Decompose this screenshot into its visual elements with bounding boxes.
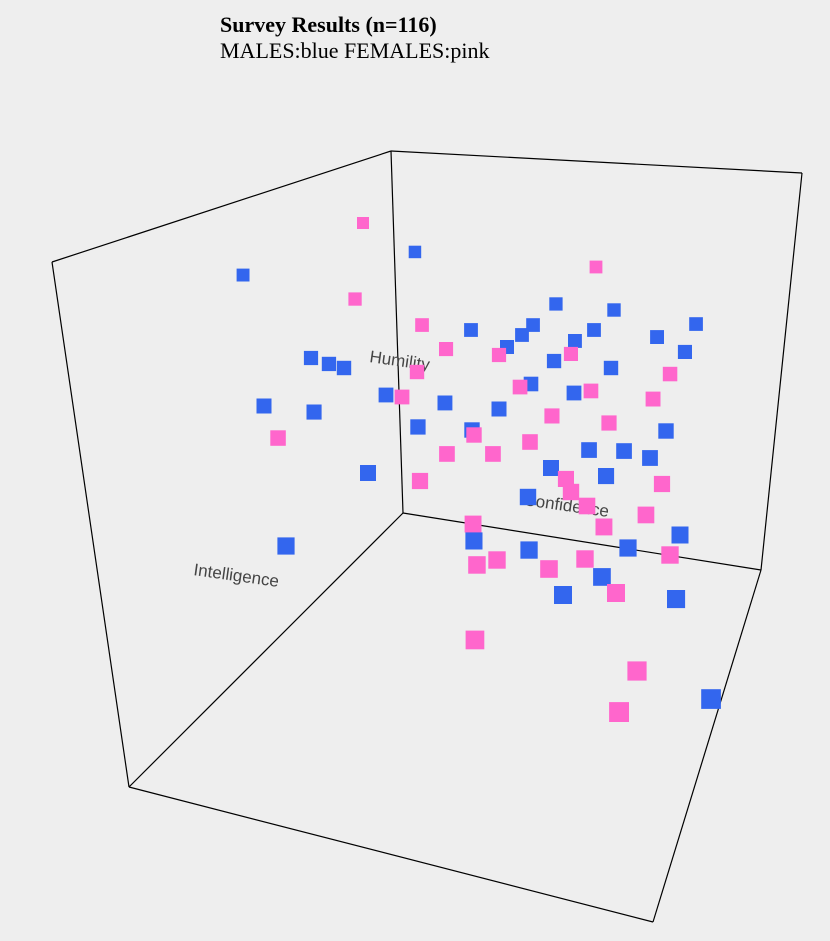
- female-point[interactable]: [601, 415, 617, 431]
- chart-subtitle: MALES:blue FEMALES:pink: [220, 38, 490, 63]
- male-point[interactable]: [526, 318, 540, 332]
- male-point[interactable]: [437, 395, 453, 411]
- female-point[interactable]: [466, 427, 482, 443]
- male-point[interactable]: [321, 356, 337, 372]
- male-point[interactable]: [603, 360, 619, 376]
- male-point[interactable]: [587, 323, 601, 337]
- frame-edge: [390, 150, 404, 514]
- frame-edge: [51, 150, 392, 263]
- male-point[interactable]: [677, 344, 692, 359]
- male-point[interactable]: [701, 689, 721, 709]
- female-point[interactable]: [544, 408, 560, 424]
- male-point[interactable]: [549, 297, 563, 311]
- female-point[interactable]: [557, 470, 574, 487]
- frame-edge: [652, 569, 762, 923]
- male-point[interactable]: [658, 423, 674, 439]
- female-point[interactable]: [645, 391, 661, 407]
- male-point[interactable]: [306, 404, 322, 420]
- male-point[interactable]: [336, 360, 352, 376]
- female-point[interactable]: [411, 472, 429, 490]
- male-point[interactable]: [515, 328, 529, 342]
- female-point[interactable]: [661, 546, 679, 564]
- cube-frame: [51, 150, 803, 923]
- female-point[interactable]: [609, 702, 629, 722]
- female-point[interactable]: [563, 346, 578, 361]
- frame-edge: [128, 512, 404, 788]
- male-point[interactable]: [607, 303, 621, 317]
- frame-edge: [128, 786, 654, 923]
- male-point[interactable]: [277, 537, 295, 555]
- male-point[interactable]: [568, 334, 582, 348]
- male-point[interactable]: [650, 330, 664, 344]
- male-point[interactable]: [581, 442, 597, 458]
- female-point[interactable]: [512, 379, 528, 395]
- female-point[interactable]: [394, 389, 410, 405]
- female-point[interactable]: [491, 347, 507, 363]
- female-point[interactable]: [270, 430, 286, 446]
- female-point[interactable]: [439, 342, 454, 357]
- male-point[interactable]: [491, 401, 507, 417]
- male-point[interactable]: [593, 568, 611, 586]
- data-points: [236, 217, 721, 722]
- female-point[interactable]: [415, 318, 429, 332]
- male-point[interactable]: [616, 443, 632, 459]
- female-point[interactable]: [578, 497, 596, 515]
- chart-title: Survey Results (n=116): [220, 12, 437, 37]
- female-point[interactable]: [464, 515, 482, 533]
- male-point[interactable]: [303, 350, 319, 366]
- female-point[interactable]: [439, 446, 455, 462]
- female-point[interactable]: [522, 434, 538, 450]
- male-point[interactable]: [546, 353, 562, 369]
- axis-label-intelligence: Intelligence: [192, 560, 280, 591]
- male-point[interactable]: [256, 398, 272, 414]
- frame-edge: [390, 150, 803, 174]
- female-point[interactable]: [627, 661, 647, 681]
- female-point[interactable]: [653, 475, 671, 493]
- male-point[interactable]: [519, 488, 537, 506]
- female-point[interactable]: [589, 260, 603, 274]
- female-point[interactable]: [409, 364, 425, 380]
- female-point[interactable]: [576, 550, 594, 568]
- male-point[interactable]: [378, 387, 394, 403]
- female-point[interactable]: [465, 630, 485, 650]
- male-point[interactable]: [671, 526, 689, 544]
- female-point[interactable]: [468, 556, 486, 574]
- male-point[interactable]: [619, 539, 637, 557]
- female-point[interactable]: [662, 366, 678, 382]
- female-point[interactable]: [583, 383, 599, 399]
- male-point[interactable]: [410, 419, 426, 435]
- male-point[interactable]: [689, 317, 703, 331]
- female-point[interactable]: [607, 584, 625, 602]
- male-point[interactable]: [566, 385, 582, 401]
- female-point[interactable]: [348, 292, 362, 306]
- title-block: Survey Results (n=116) MALES:blue FEMALE…: [220, 12, 490, 64]
- male-point[interactable]: [236, 268, 250, 282]
- male-point[interactable]: [464, 323, 478, 337]
- frame-edge: [760, 172, 803, 571]
- frame-edge: [51, 261, 130, 788]
- male-point[interactable]: [360, 465, 376, 481]
- female-point[interactable]: [562, 483, 580, 501]
- male-point[interactable]: [543, 460, 559, 476]
- male-point[interactable]: [598, 468, 615, 485]
- male-point[interactable]: [667, 590, 686, 609]
- female-point[interactable]: [595, 518, 613, 536]
- female-point[interactable]: [488, 551, 506, 569]
- female-point[interactable]: [357, 217, 369, 229]
- female-point[interactable]: [637, 506, 655, 524]
- male-point[interactable]: [465, 532, 483, 550]
- female-point[interactable]: [485, 446, 501, 462]
- frame-edge: [402, 512, 762, 571]
- female-point[interactable]: [540, 560, 558, 578]
- male-point[interactable]: [642, 450, 658, 466]
- male-point[interactable]: [520, 541, 538, 559]
- male-point[interactable]: [554, 586, 572, 604]
- male-point[interactable]: [408, 245, 422, 259]
